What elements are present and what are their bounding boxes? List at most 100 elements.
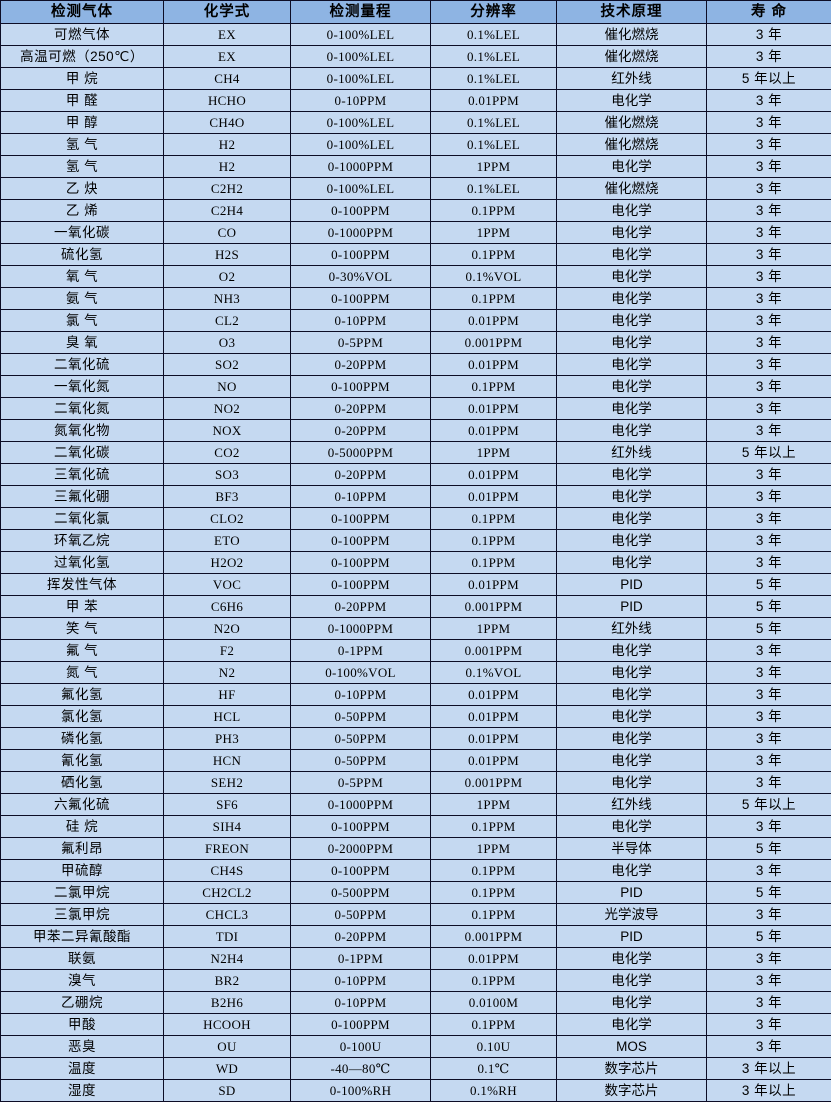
cell-life: 3 年 [707,464,831,486]
cell-range: 0-1000PPM [291,618,431,640]
cell-principle: 电化学 [557,816,707,838]
cell-resolution: 0.001PPM [431,640,557,662]
cell-gas: 氮 气 [1,662,164,684]
column-header-formula: 化学式 [164,1,291,24]
cell-resolution: 0.01PPM [431,310,557,332]
cell-formula: O3 [164,332,291,354]
cell-gas: 六氟化硫 [1,794,164,816]
cell-principle: 电化学 [557,354,707,376]
column-header-resolution: 分辨率 [431,1,557,24]
cell-life: 5 年 [707,596,831,618]
cell-resolution: 1PPM [431,618,557,640]
cell-range: 0-100PPM [291,1014,431,1036]
cell-life: 3 年 [707,508,831,530]
cell-principle: 电化学 [557,706,707,728]
cell-resolution: 0.01PPM [431,486,557,508]
cell-gas: 氢 气 [1,134,164,156]
cell-range: 0-5PPM [291,772,431,794]
cell-formula: H2S [164,244,291,266]
cell-range: 0-50PPM [291,750,431,772]
cell-gas: 三氟化硼 [1,486,164,508]
cell-gas: 氯化氢 [1,706,164,728]
cell-resolution: 1PPM [431,794,557,816]
cell-gas: 温度 [1,1058,164,1080]
cell-range: 0-100U [291,1036,431,1058]
cell-resolution: 0.1%VOL [431,266,557,288]
cell-resolution: 0.01PPM [431,354,557,376]
cell-range: 0-50PPM [291,904,431,926]
cell-gas: 甲 醛 [1,90,164,112]
cell-range: 0-1PPM [291,640,431,662]
cell-resolution: 0.001PPM [431,332,557,354]
cell-principle: 电化学 [557,244,707,266]
cell-formula: CH4S [164,860,291,882]
cell-life: 3 年 [707,530,831,552]
cell-range: 0-100PPM [291,816,431,838]
cell-principle: 电化学 [557,1014,707,1036]
cell-principle: 电化学 [557,156,707,178]
cell-principle: 数字芯片 [557,1080,707,1102]
cell-gas: 笑 气 [1,618,164,640]
cell-gas: 过氧化氢 [1,552,164,574]
cell-principle: 电化学 [557,266,707,288]
cell-resolution: 0.1PPM [431,376,557,398]
cell-resolution: 0.1PPM [431,882,557,904]
cell-life: 3 年 [707,420,831,442]
cell-range: 0-50PPM [291,728,431,750]
cell-life: 3 年 [707,772,831,794]
cell-resolution: 0.1PPM [431,816,557,838]
cell-range: 0-100PPM [291,508,431,530]
cell-range: 0-30%VOL [291,266,431,288]
cell-life: 3 年 [707,1036,831,1058]
cell-gas: 环氧乙烷 [1,530,164,552]
cell-principle: 红外线 [557,68,707,90]
cell-range: 0-500PPM [291,882,431,904]
cell-principle: PID [557,882,707,904]
cell-formula: PH3 [164,728,291,750]
cell-formula: F2 [164,640,291,662]
cell-principle: PID [557,574,707,596]
cell-life: 3 年 [707,310,831,332]
cell-gas: 联氨 [1,948,164,970]
cell-range: 0-100%LEL [291,68,431,90]
cell-formula: EX [164,46,291,68]
cell-gas: 乙 炔 [1,178,164,200]
cell-resolution: 0.1%LEL [431,112,557,134]
cell-resolution: 1PPM [431,442,557,464]
cell-gas: 乙 烯 [1,200,164,222]
cell-resolution: 0.001PPM [431,772,557,794]
cell-formula: OU [164,1036,291,1058]
column-header-life: 寿 命 [707,1,831,24]
cell-principle: 催化燃烧 [557,112,707,134]
cell-gas: 乙硼烷 [1,992,164,1014]
cell-gas: 二氯甲烷 [1,882,164,904]
cell-life: 3 年 [707,552,831,574]
cell-gas: 三氧化硫 [1,464,164,486]
cell-range: 0-20PPM [291,420,431,442]
cell-formula: CL2 [164,310,291,332]
cell-gas: 氯 气 [1,310,164,332]
cell-formula: BR2 [164,970,291,992]
cell-resolution: 0.1PPM [431,1014,557,1036]
cell-principle: 电化学 [557,728,707,750]
cell-formula: N2O [164,618,291,640]
cell-life: 3 年 [707,266,831,288]
